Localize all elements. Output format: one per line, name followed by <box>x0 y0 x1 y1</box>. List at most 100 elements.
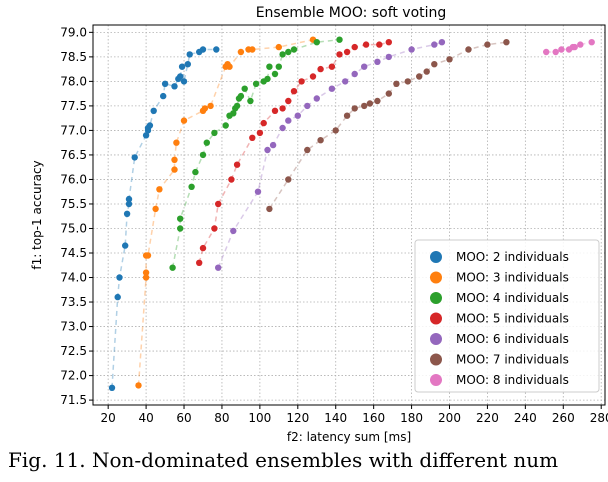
data-point <box>336 36 343 43</box>
data-point <box>169 264 176 271</box>
data-point <box>385 90 392 97</box>
data-point <box>366 100 374 107</box>
data-point <box>298 78 305 85</box>
data-point <box>279 124 286 132</box>
y-tick-label: 72.5 <box>60 344 87 358</box>
data-point <box>160 92 167 100</box>
y-tick-label: 73.0 <box>60 320 87 334</box>
legend-label: MOO: 2 individuals <box>456 250 569 264</box>
y-axis-ticks: 71.5 72.0 72.5 73.0 73.5 74.0 74.5 75.0 75.5 76.0… <box>60 25 93 407</box>
data-point <box>215 264 222 271</box>
y-tick-label: 79.0 <box>60 25 87 39</box>
data-point <box>304 102 311 110</box>
data-point <box>203 139 210 146</box>
data-point <box>351 70 358 78</box>
data-point <box>393 80 400 88</box>
data-point <box>317 65 324 73</box>
x-tick-label: 200 <box>438 411 461 425</box>
x-tick-label: 20 <box>101 411 116 425</box>
data-point <box>178 63 186 70</box>
data-point <box>351 105 358 112</box>
data-point <box>285 48 292 56</box>
y-tick-label: 78.0 <box>60 74 87 88</box>
data-point <box>230 110 237 117</box>
data-point <box>376 41 383 48</box>
data-point <box>285 117 292 124</box>
data-point <box>332 127 339 134</box>
legend-marker <box>430 333 442 345</box>
data-point <box>423 68 430 75</box>
chart-title: Ensemble MOO: soft voting <box>256 5 447 21</box>
x-tick-label: 180 <box>400 411 423 425</box>
x-axis-label: f2: latency sum [ms] <box>287 430 411 444</box>
data-point <box>271 107 279 115</box>
data-point <box>343 48 351 56</box>
data-point <box>144 252 152 259</box>
data-point <box>222 122 229 129</box>
data-point <box>192 168 199 176</box>
figure-caption: Fig. 11. Non-dominated ensembles with di… <box>8 448 559 472</box>
data-point <box>233 102 241 110</box>
legend-marker <box>430 292 442 304</box>
data-point <box>247 97 254 105</box>
data-point <box>114 293 121 301</box>
y-tick-label: 71.5 <box>60 393 87 407</box>
x-tick-label: 260 <box>552 411 575 425</box>
data-point <box>431 60 438 68</box>
data-point <box>404 78 411 85</box>
data-point <box>264 146 271 154</box>
data-point <box>249 46 256 53</box>
data-point <box>252 80 260 88</box>
plot-frame <box>92 24 606 406</box>
data-point <box>362 41 370 48</box>
data-point <box>294 112 301 119</box>
x-tick-label: 160 <box>362 411 385 425</box>
data-point <box>385 53 392 61</box>
data-point <box>342 78 349 85</box>
data-point <box>142 269 150 276</box>
data-point <box>558 46 565 53</box>
data-point <box>260 119 267 127</box>
grid <box>93 25 605 405</box>
y-tick-label: 76.0 <box>60 172 87 186</box>
x-tick-label: 40 <box>138 411 153 425</box>
data-point <box>279 105 286 112</box>
legend-label: MOO: 5 individuals <box>456 312 569 326</box>
data-point <box>233 161 241 168</box>
data-point <box>241 85 248 92</box>
data-point <box>108 384 116 391</box>
y-tick-label: 77.0 <box>60 123 87 137</box>
y-tick-label: 75.0 <box>60 221 87 235</box>
legend-marker <box>430 312 442 325</box>
legend-marker <box>430 251 442 263</box>
data-point <box>177 73 184 80</box>
data-point <box>266 205 273 213</box>
series-points <box>108 36 595 391</box>
legend-label: MOO: 4 individuals <box>456 291 569 305</box>
data-point <box>266 63 273 70</box>
y-tick-label: 78.5 <box>60 50 87 64</box>
data-point <box>173 139 180 146</box>
data-point <box>313 95 320 102</box>
data-point <box>571 43 578 51</box>
y-tick-label: 74.5 <box>60 246 87 260</box>
data-point <box>271 70 279 78</box>
data-point <box>275 43 282 51</box>
data-point <box>438 39 446 46</box>
data-point <box>351 43 358 51</box>
data-point <box>207 102 214 110</box>
data-point <box>230 227 237 235</box>
data-point <box>279 51 286 58</box>
y-tick-label: 75.5 <box>60 197 87 211</box>
legend-label: MOO: 8 individuals <box>456 373 569 387</box>
data-point <box>135 382 142 389</box>
series-line-4 <box>171 38 340 268</box>
y-tick-label: 76.5 <box>60 148 87 162</box>
data-point <box>313 39 320 46</box>
data-point <box>226 63 233 70</box>
legend: MOO: 2 individuals MOO: 3 individuals MOO:… <box>414 239 600 393</box>
data-point <box>171 166 178 173</box>
data-point <box>123 210 131 217</box>
x-tick-label: 120 <box>286 411 309 425</box>
data-point <box>552 48 559 56</box>
